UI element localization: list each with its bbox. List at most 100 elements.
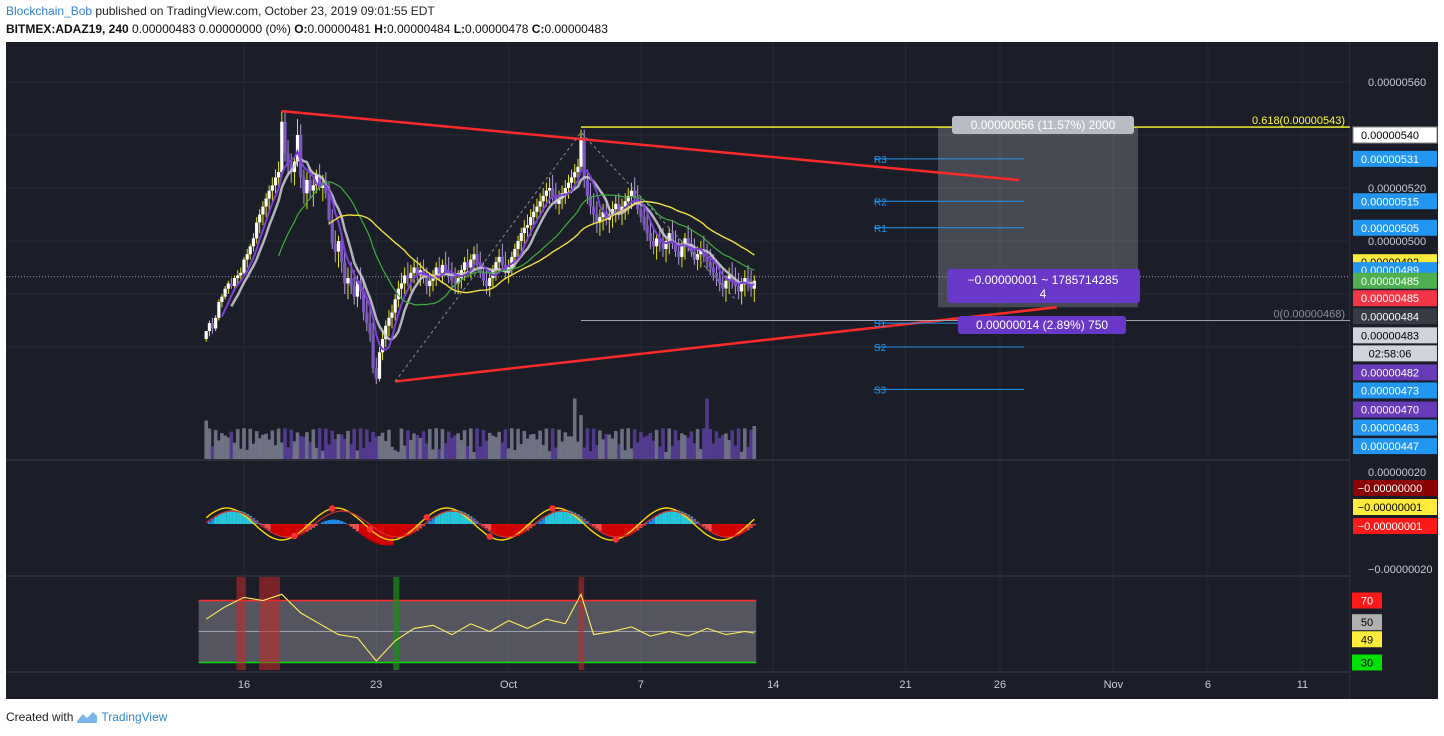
price-tick-label: 0.00000560 <box>1368 77 1426 89</box>
volume-bar <box>739 451 744 459</box>
candle-body <box>384 325 388 340</box>
volume-bar <box>238 448 243 459</box>
volume-bar <box>333 439 338 459</box>
candle-body <box>261 206 265 215</box>
macd-hist-bar <box>683 512 687 524</box>
volume-bar <box>503 429 508 459</box>
candle-body <box>406 275 410 279</box>
candle-body <box>661 243 665 249</box>
candle-body <box>639 209 643 218</box>
candle-body <box>330 219 334 244</box>
price-badge <box>1353 290 1437 307</box>
volume-bar <box>513 450 517 459</box>
candle-body <box>617 203 621 212</box>
volume-bar <box>667 428 672 459</box>
chart-canvas[interactable]: 0.618(0.00000543) 0(0.00000468) R3 R2 R1 S1 S2… <box>6 42 1438 699</box>
candle-body <box>579 137 583 167</box>
macd-hist-bar <box>462 512 467 524</box>
volume-bar <box>613 430 618 459</box>
macd-hist-bar <box>516 524 520 536</box>
macd-hist-bar <box>399 524 404 538</box>
candle-body <box>248 246 252 255</box>
volume-bar <box>434 428 439 459</box>
candle-body <box>318 174 322 188</box>
price-badge <box>1353 345 1437 362</box>
candle-body <box>214 317 218 329</box>
macd-hist-bar <box>535 523 539 524</box>
macd-hist-bar <box>365 524 369 539</box>
candle-body <box>500 256 504 265</box>
measure-mid-line1: −0.00000001 ~ 1785714285 <box>968 273 1119 287</box>
candle-body <box>623 201 627 207</box>
price-badge <box>1353 438 1437 455</box>
macd-hist-bar <box>497 524 501 537</box>
candle-body <box>642 217 646 226</box>
candle-body <box>465 262 470 268</box>
candle-body <box>598 217 602 223</box>
candle-body <box>440 264 445 273</box>
macd-hist-bar <box>434 516 438 524</box>
volume-bar <box>415 434 420 459</box>
macd-hist-bar <box>705 524 709 529</box>
rsi-pane[interactable] <box>198 577 757 670</box>
macd-cross-dot <box>612 536 619 543</box>
candle-body <box>475 254 479 263</box>
volume-bar <box>242 428 246 459</box>
price-badge-label: 0.00000531 <box>1361 154 1419 166</box>
candle-body <box>718 278 722 284</box>
volume-bar <box>324 428 328 459</box>
macd-hist-bar <box>592 524 596 527</box>
candle-body <box>305 180 309 194</box>
price-axis[interactable]: 0.00000560 0.00000540 0.00000520 0.00000500… <box>1350 42 1438 699</box>
time-axis[interactable]: 16 23 Oct 7 14 21 26 Nov 6 11 <box>238 679 1308 691</box>
volume-bar <box>506 448 511 459</box>
price-badge-label: 0.00000473 <box>1361 385 1419 397</box>
macd-hist-bar <box>403 524 407 538</box>
macd-hist-bar <box>661 512 665 524</box>
candle-body <box>368 323 372 334</box>
volume-bar <box>472 452 476 459</box>
rsi-oversold-zone <box>393 577 400 670</box>
candle-body <box>557 198 561 204</box>
author-name[interactable]: Blockchain_Bob <box>6 4 93 18</box>
volume-bar <box>251 443 256 459</box>
volume-bar <box>302 436 306 459</box>
macd-line <box>205 507 755 541</box>
price-badge-label: 0.00000505 <box>1361 223 1419 235</box>
volume-bar <box>336 434 341 459</box>
macd-pane[interactable] <box>205 505 756 546</box>
rsi-badge <box>1352 631 1382 648</box>
price-badge <box>1353 364 1437 381</box>
macd-hist-bar <box>314 524 318 526</box>
ohlc-close: 0.00000483 <box>544 22 608 36</box>
candle-body <box>456 278 460 284</box>
volume-bar <box>648 432 653 459</box>
macd-hist-bar <box>737 524 741 536</box>
macd-hist-bar <box>620 524 624 538</box>
macd-hist-bar <box>390 524 394 546</box>
time-label: 23 <box>370 679 382 691</box>
rsi-badge <box>1352 654 1382 671</box>
macd-hist-bar <box>629 524 634 535</box>
macd-hist-bar <box>377 524 382 545</box>
chart-frame[interactable]: 0.618(0.00000543) 0(0.00000468) R3 R2 R1 S1 S2… <box>6 42 1438 699</box>
candle-body <box>223 288 227 297</box>
candle-body <box>696 254 700 260</box>
candle-body <box>390 312 394 318</box>
volume-bar <box>204 420 208 459</box>
macd-hist-bar <box>494 524 498 535</box>
macd-hist-bar <box>708 524 712 532</box>
pivot-label-r3: R3 <box>874 155 887 166</box>
macd-badge-label: −0.00000000 <box>1358 483 1423 495</box>
macd-hist-bar <box>333 519 337 524</box>
volume-bar <box>632 429 637 459</box>
tradingview-brand[interactable]: TradingView <box>101 710 168 724</box>
macd-hist-bar <box>579 516 583 524</box>
volume-bar <box>462 430 467 459</box>
volume-bar <box>459 440 464 459</box>
volume-bar <box>604 433 609 459</box>
volume-bar <box>598 430 602 459</box>
candle-body <box>283 121 287 154</box>
macd-hist-bar <box>327 519 331 524</box>
macd-hist-bar <box>614 524 618 538</box>
